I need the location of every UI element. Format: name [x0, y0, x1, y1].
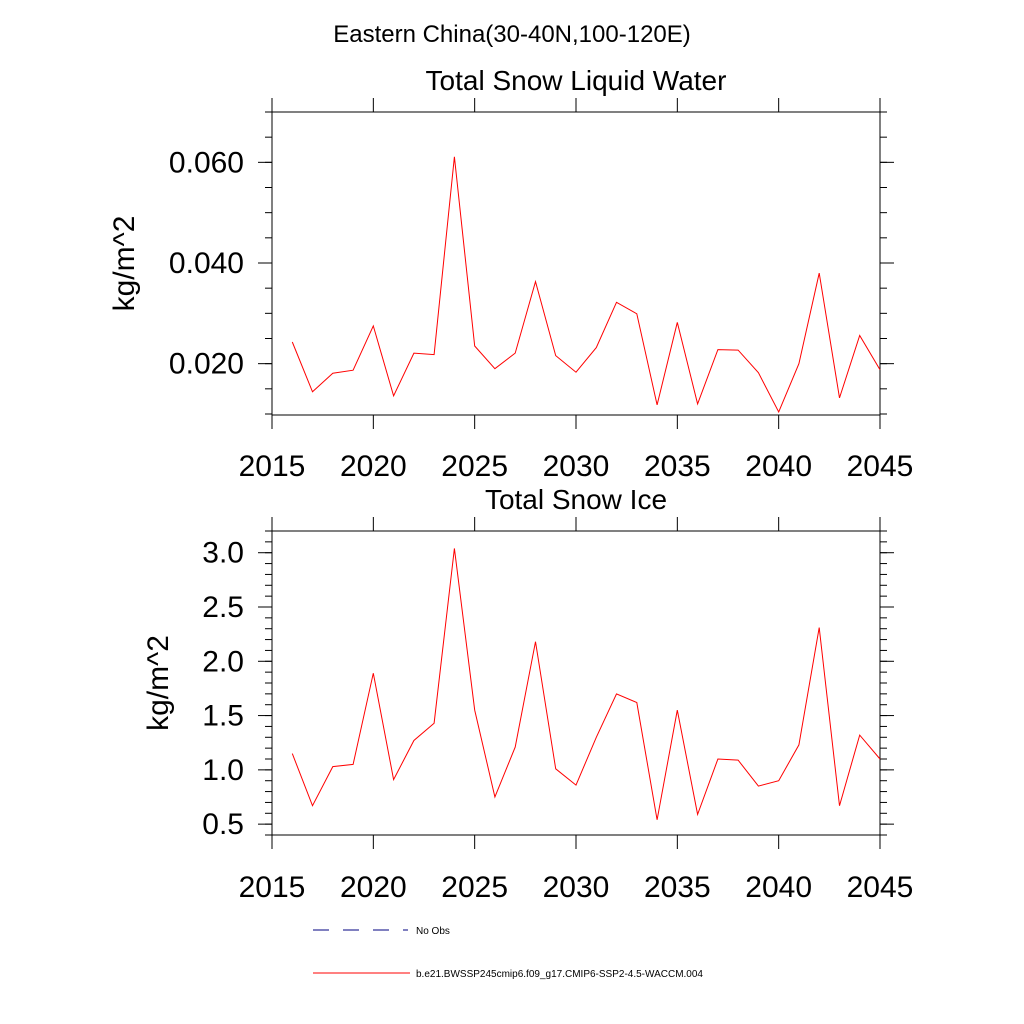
x-tick-label: 2035 [644, 450, 711, 483]
y-tick-label: 0.5 [202, 808, 244, 841]
x-tick-label: 2020 [340, 450, 407, 483]
main-title: Eastern China(30-40N,100-120E) [333, 21, 691, 48]
x-tick-label: 2020 [340, 871, 407, 904]
y-tick-label: 3.0 [202, 537, 244, 570]
chart-title: Total Snow Liquid Water [426, 65, 727, 96]
x-tick-label: 2035 [644, 871, 711, 904]
x-tick-label: 2025 [441, 450, 508, 483]
y-tick-label: 1.5 [202, 700, 244, 733]
x-tick-label: 2025 [441, 871, 508, 904]
y-tick-label: 0.020 [169, 348, 244, 381]
y-axis-label: kg/m^2 [108, 216, 141, 312]
x-tick-label: 2015 [239, 450, 306, 483]
y-axis-label: kg/m^2 [142, 635, 175, 731]
x-tick-label: 2030 [543, 871, 610, 904]
series-line [291, 156, 881, 414]
plot-frame [271, 530, 881, 836]
x-tick-label: 2040 [745, 871, 812, 904]
legend-label-model: b.e21.BWSSP245cmip6.f09_g17.CMIP6-SSP2-4… [416, 969, 703, 980]
chart-title: Total Snow Ice [485, 484, 667, 515]
y-tick-label: 2.5 [202, 591, 244, 624]
plot-frame [271, 111, 881, 416]
x-tick-label: 2040 [745, 450, 812, 483]
y-tick-label: 1.0 [202, 754, 244, 787]
legend-label-no-obs: No Obs [416, 926, 450, 937]
panel-snow-ice: Total Snow Ice 2015 2020 2025 2030 2035 2040 20… [142, 484, 913, 904]
y-tick-label: 0.040 [169, 247, 244, 280]
series-line [291, 548, 881, 820]
x-tick-label: 2045 [847, 871, 914, 904]
x-tick-label: 2030 [543, 450, 610, 483]
y-tick-label: 2.0 [202, 645, 244, 678]
panel-snow-liquid-water: Total Snow Liquid Water 2015 2020 2025 2030 2… [108, 65, 913, 483]
x-tick-label: 2045 [847, 450, 914, 483]
y-tick-label: 0.060 [169, 146, 244, 179]
legend: No Obs b.e21.BWSSP245cmip6.f09_g17.CMIP6… [313, 926, 703, 980]
x-tick-label: 2015 [239, 871, 306, 904]
